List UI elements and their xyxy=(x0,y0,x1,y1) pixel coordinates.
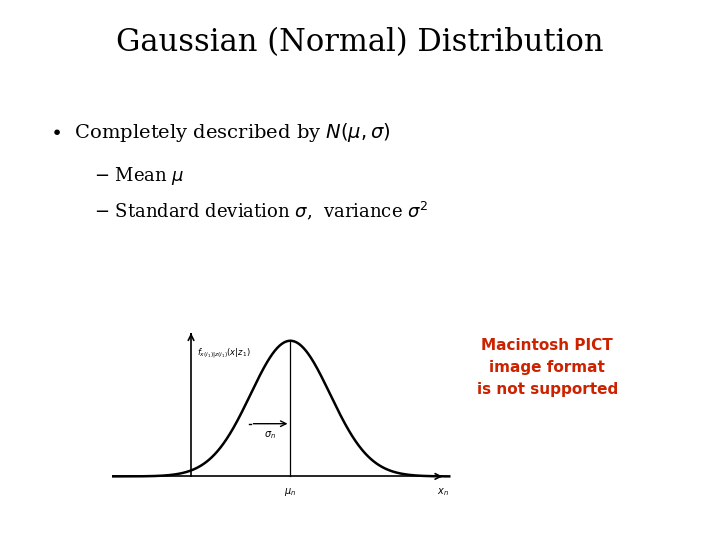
Text: $x_n$: $x_n$ xyxy=(437,486,449,498)
Text: Gaussian (Normal) Distribution: Gaussian (Normal) Distribution xyxy=(116,27,604,58)
Text: $\bullet$  Completely described by $N(\mu,\sigma)$: $\bullet$ Completely described by $N(\mu… xyxy=(50,122,391,145)
Text: $\mu_n$: $\mu_n$ xyxy=(284,486,297,498)
Text: $-$ Standard deviation $\sigma$,  variance $\sigma^2$: $-$ Standard deviation $\sigma$, varianc… xyxy=(94,200,428,222)
Text: Macintosh PICT
image format
is not supported: Macintosh PICT image format is not suppo… xyxy=(477,338,618,397)
Text: $-$ Mean $\mu$: $-$ Mean $\mu$ xyxy=(94,165,184,187)
Text: $f_{x(i_1)|z(i_1)}(x|z_1)$: $f_{x(i_1)|z(i_1)}(x|z_1)$ xyxy=(197,347,251,361)
Text: $\sigma_n$: $\sigma_n$ xyxy=(264,429,276,441)
